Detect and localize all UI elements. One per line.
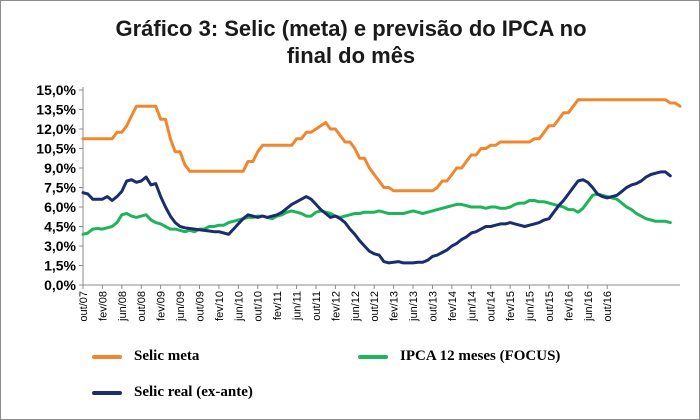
legend-swatch-ipca bbox=[358, 354, 388, 359]
y-tick-label: 12,0% bbox=[36, 121, 76, 137]
y-tick-label: 3,0% bbox=[44, 238, 76, 254]
x-tick-label: out/07 bbox=[78, 291, 90, 322]
series-line-selic-real bbox=[81, 170, 672, 265]
legend-item-ipca: IPCA 12 meses (FOCUS) bbox=[358, 348, 560, 365]
chart-title: Gráfico 3: Selic (meta) e previsão do IP… bbox=[1, 15, 700, 69]
x-tick-label: out/14 bbox=[486, 291, 498, 322]
x-tick-label: jun/08 bbox=[117, 291, 129, 322]
x-tick-label: fev/13 bbox=[389, 291, 401, 321]
x-tick-label: out/15 bbox=[544, 291, 556, 322]
x-tick-label: jun/16 bbox=[583, 291, 595, 322]
x-tick-label: fev/09 bbox=[156, 291, 168, 321]
legend-swatch-selic-real bbox=[92, 390, 122, 395]
y-tick-label: 9,0% bbox=[44, 160, 76, 176]
chart-title-line1: Gráfico 3: Selic (meta) e previsão do IP… bbox=[115, 16, 587, 41]
x-tick-label: out/09 bbox=[194, 291, 206, 322]
x-tick-label: jun/15 bbox=[525, 291, 537, 322]
y-tick-label: 0,0% bbox=[44, 277, 76, 293]
series-line-selic-meta bbox=[81, 98, 682, 193]
x-tick-label: fev/10 bbox=[214, 291, 226, 321]
x-tick-label: fev/15 bbox=[505, 291, 517, 321]
x-tick-label: fev/16 bbox=[563, 291, 575, 321]
x-tick-label: fev/11 bbox=[272, 291, 284, 320]
x-tick-label: jun/11 bbox=[292, 291, 304, 321]
chart-title-line2: final do mês bbox=[286, 43, 416, 68]
x-tick-label: out/16 bbox=[602, 291, 614, 322]
legend-label-selic-meta: Selic meta bbox=[134, 348, 200, 364]
y-tick-label: 13,5% bbox=[36, 102, 76, 118]
x-tick-label: jun/13 bbox=[408, 291, 420, 322]
legend-swatch-selic-meta bbox=[92, 354, 122, 359]
x-tick-label: out/08 bbox=[136, 291, 148, 322]
series-line-ipca bbox=[81, 192, 672, 236]
x-tick-label: fev/12 bbox=[330, 291, 342, 321]
x-tick-label: jun/14 bbox=[466, 291, 478, 322]
legend-label-selic-real: Selic real (ex-ante) bbox=[134, 384, 253, 400]
y-tick-label: 6,0% bbox=[44, 199, 76, 215]
legend-item-selic-real: Selic real (ex-ante) bbox=[92, 384, 253, 401]
y-tick-label: 1,5% bbox=[44, 258, 76, 274]
x-tick-label: out/12 bbox=[369, 291, 381, 322]
legend-item-selic-meta: Selic meta bbox=[92, 348, 199, 365]
x-tick-label: out/10 bbox=[253, 291, 265, 322]
y-tick-label: 4,5% bbox=[44, 219, 76, 235]
x-tick-label: out/11 bbox=[311, 291, 323, 321]
y-tick-label: 15,0% bbox=[36, 82, 76, 98]
x-tick-label: fev/08 bbox=[97, 291, 109, 321]
legend-label-ipca: IPCA 12 meses (FOCUS) bbox=[400, 348, 561, 364]
x-tick-label: jun/12 bbox=[350, 291, 362, 322]
x-tick-label: jun/09 bbox=[175, 291, 187, 322]
x-tick-label: jun/10 bbox=[233, 291, 245, 322]
x-tick-label: out/13 bbox=[427, 291, 439, 322]
y-tick-label: 10,5% bbox=[36, 141, 76, 157]
y-tick-label: 7,5% bbox=[44, 180, 76, 196]
x-tick-label: fev/14 bbox=[447, 291, 459, 321]
